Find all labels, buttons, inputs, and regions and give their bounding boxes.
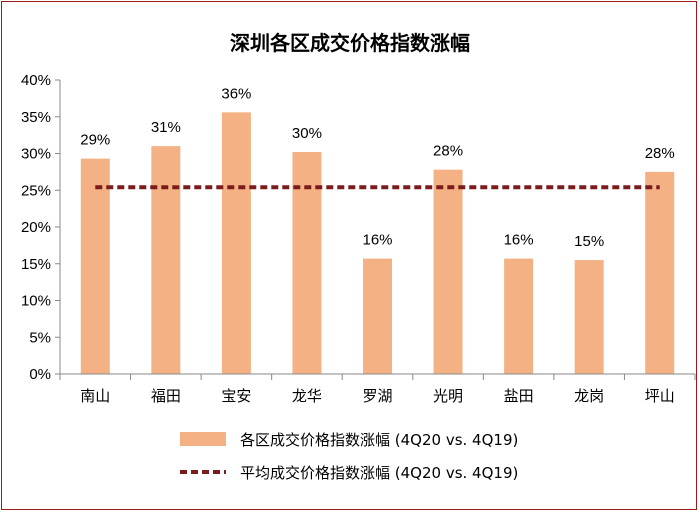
category-label: 坪山 bbox=[645, 387, 675, 405]
bar-宝安 bbox=[221, 112, 251, 374]
bar-南山 bbox=[80, 158, 110, 374]
category-label: 光明 bbox=[433, 387, 463, 405]
category-label: 南山 bbox=[80, 387, 110, 405]
y-tick-label: 25% bbox=[21, 182, 51, 199]
data-label: 36% bbox=[221, 85, 251, 102]
legend-swatch-bar bbox=[180, 432, 226, 446]
data-label: 28% bbox=[645, 145, 675, 162]
category-label: 福田 bbox=[151, 387, 181, 405]
legend-label-line: 平均成交价格指数涨幅 (4Q20 vs. 4Q19) bbox=[240, 464, 518, 482]
category-label: 龙华 bbox=[292, 387, 322, 405]
category-label: 龙岗 bbox=[574, 387, 604, 405]
bar-罗湖 bbox=[363, 258, 392, 374]
y-tick-label: 35% bbox=[21, 109, 51, 126]
y-tick-label: 30% bbox=[21, 146, 51, 163]
y-tick-label: 5% bbox=[29, 329, 51, 346]
y-tick-label: 10% bbox=[21, 293, 51, 310]
chart-title: 深圳各区成交价格指数涨幅 bbox=[230, 31, 470, 55]
bar-坪山 bbox=[645, 171, 675, 374]
category-label: 罗湖 bbox=[362, 387, 392, 405]
data-label: 29% bbox=[80, 132, 110, 149]
legend-label-bar: 各区成交价格指数涨幅 (4Q20 vs. 4Q19) bbox=[240, 431, 518, 449]
data-label: 16% bbox=[504, 232, 534, 249]
data-label: 15% bbox=[574, 233, 604, 250]
data-label: 30% bbox=[292, 125, 322, 142]
category-label: 宝安 bbox=[221, 387, 251, 405]
bar-光明 bbox=[433, 169, 463, 374]
data-label: 28% bbox=[433, 143, 463, 160]
y-tick-label: 40% bbox=[21, 72, 51, 89]
y-tick-label: 15% bbox=[21, 256, 51, 273]
data-label: 16% bbox=[362, 232, 392, 249]
y-tick-label: 20% bbox=[21, 219, 51, 236]
bar-龙岗 bbox=[574, 260, 604, 374]
bar-福田 bbox=[151, 146, 181, 374]
category-label: 盐田 bbox=[504, 387, 534, 405]
data-label: 31% bbox=[151, 119, 181, 136]
y-tick-label: 0% bbox=[29, 366, 51, 383]
bar-盐田 bbox=[504, 258, 534, 374]
